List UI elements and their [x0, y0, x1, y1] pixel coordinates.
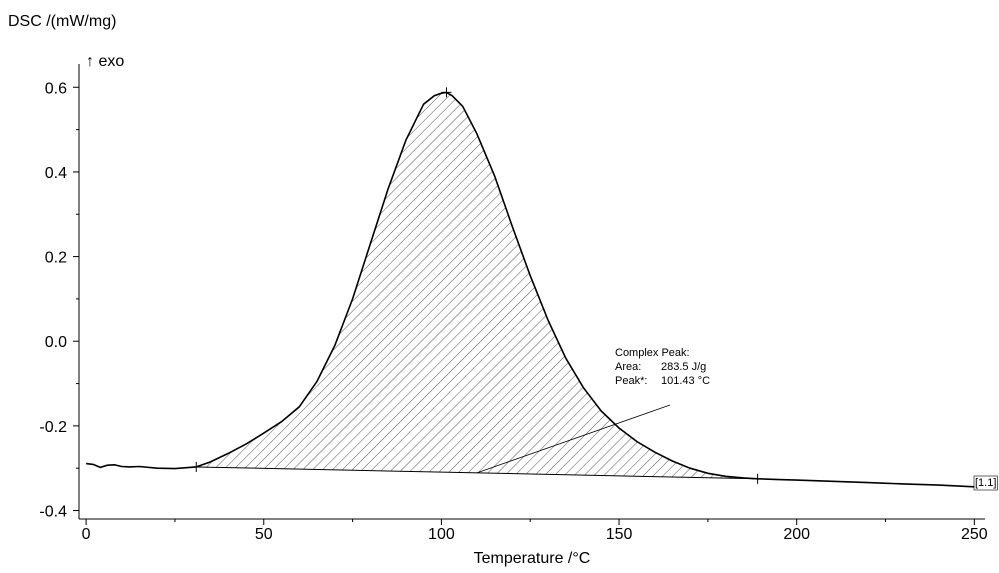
peak-markers — [191, 87, 763, 484]
annotation-leader-line — [476, 404, 671, 474]
x-axis-ticks: 0 50 100 150 200 250 — [82, 519, 988, 543]
peak-end-marker — [752, 473, 763, 484]
annotation-area-value: 283.5 J/g — [661, 361, 706, 373]
y-tick-label: -0.4 — [39, 504, 67, 521]
curve-tag-label: [1.1] — [975, 477, 996, 489]
peak-start-marker — [191, 461, 202, 472]
x-axis-title: Temperature /°C — [474, 550, 591, 567]
x-tick-label: 150 — [606, 526, 633, 543]
integrated-peak-area — [196, 92, 758, 479]
x-tick-label: 0 — [82, 526, 91, 543]
x-tick-label: 250 — [961, 526, 988, 543]
peak-max-marker — [441, 87, 452, 98]
y-axis-ticks: -0.4 -0.2 0.0 0.2 0.4 0.6 — [39, 80, 79, 521]
y-tick-label: -0.2 — [39, 419, 67, 436]
exo-direction-label: ↑ exo — [86, 53, 124, 70]
y-tick-label: 0.4 — [45, 165, 67, 182]
annotation-peak-label: Peak*: — [615, 375, 647, 387]
y-axis-title: DSC /(mW/mg) — [8, 13, 116, 30]
y-tick-label: 0.2 — [45, 250, 67, 267]
annotation-area-label: Area: — [615, 361, 641, 373]
x-tick-label: 100 — [428, 526, 455, 543]
x-tick-label: 200 — [783, 526, 810, 543]
annotation-peak-value: 101.43 °C — [661, 375, 710, 387]
curve-tag-box — [973, 475, 998, 491]
annotation-title: Complex Peak: — [615, 347, 690, 359]
y-tick-label: 0.0 — [45, 334, 67, 351]
x-tick-label: 50 — [255, 526, 273, 543]
y-tick-label: 0.6 — [45, 80, 67, 97]
